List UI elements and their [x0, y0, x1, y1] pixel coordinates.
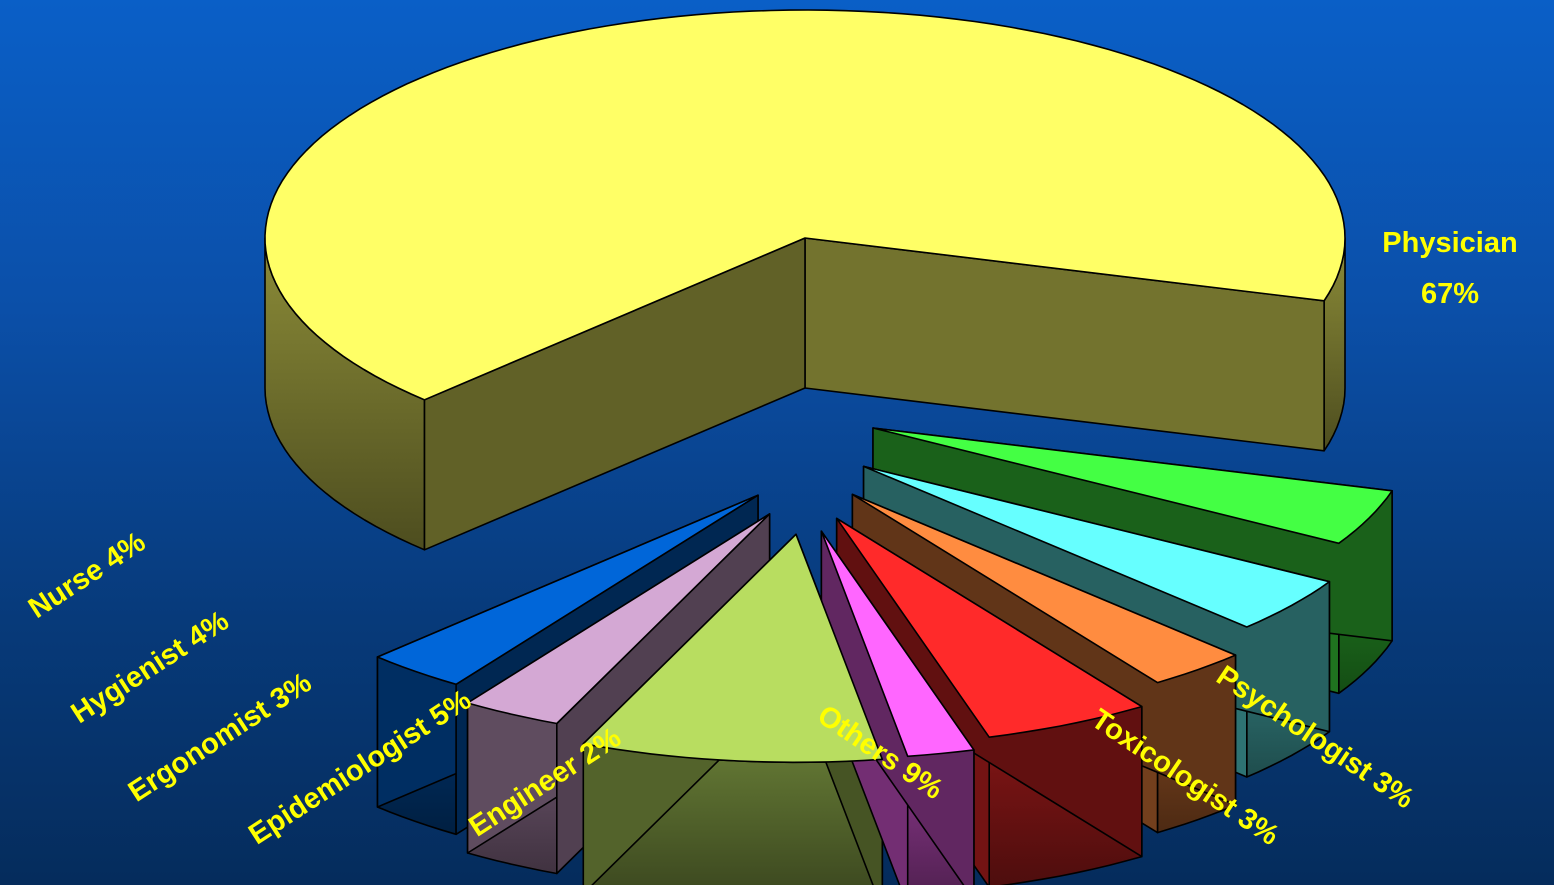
slice-physician — [264, 9, 1346, 401]
slice-engineer — [820, 530, 975, 758]
slice-label-physician: Physician 67% — [1382, 227, 1517, 310]
slice-hygienist — [862, 465, 1331, 628]
slice-ergonomist — [851, 493, 1237, 684]
pie-top-faces — [264, 9, 1393, 764]
slice-nurse — [872, 427, 1393, 545]
slice-label-ergonomist: Ergonomist 3% — [123, 666, 318, 808]
slice-epidemiologist — [835, 517, 1143, 738]
slice-psychologist — [376, 494, 759, 686]
slice-label-nurse: Nurse 4% — [23, 526, 151, 625]
slice-toxicologist — [466, 513, 771, 725]
slice-label-hygienist: Hygienist 4% — [66, 605, 235, 730]
slice-others — [582, 533, 884, 764]
